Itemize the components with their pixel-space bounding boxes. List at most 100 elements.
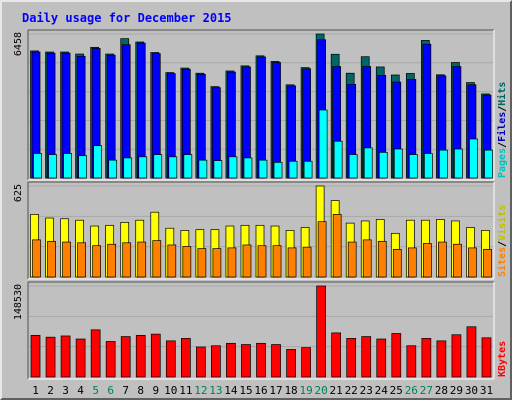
x-tick-label: 4 (77, 384, 84, 397)
bar-sites-day-12 (197, 248, 207, 278)
bar-pages-day-4 (78, 155, 87, 179)
bar-sites-day-20 (317, 221, 327, 278)
bar-sites-day-6 (107, 243, 117, 278)
bar-sites-day-17 (272, 245, 282, 278)
legend-entry: Files (496, 112, 508, 142)
bar-sites-day-8 (137, 241, 147, 278)
legend-visits: Sites/Visits (496, 205, 508, 277)
chart-title: Daily usage for December 2015 (22, 11, 232, 25)
x-tick-label: 3 (62, 384, 69, 397)
bar-sites-day-10 (167, 244, 177, 278)
bar-kbytes-day-2 (45, 336, 56, 378)
x-tick-label: 27 (420, 384, 433, 397)
x-tick-label: 7 (122, 384, 129, 397)
bar-pages-day-20 (318, 109, 328, 179)
bar-sites-day-30 (468, 247, 477, 278)
bar-pages-day-25 (393, 148, 403, 179)
bar-kbytes-day-30 (466, 326, 477, 378)
bar-pages-day-28 (439, 149, 448, 179)
x-tick-label: 6 (107, 384, 114, 397)
bar-pages-day-9 (153, 154, 163, 179)
bar-kbytes-day-19 (301, 347, 311, 378)
bar-sites-day-28 (438, 241, 447, 278)
bar-sites-day-9 (152, 240, 162, 278)
x-tick-label: 29 (450, 384, 463, 397)
x-tick-label: 25 (390, 384, 403, 397)
bar-sites-day-15 (242, 244, 252, 278)
bar-kbytes-day-4 (75, 338, 86, 378)
bar-sites-day-23 (362, 239, 372, 278)
x-tick-label: 12 (194, 384, 207, 397)
bar-files-day-17 (272, 62, 281, 179)
bar-pages-day-1 (33, 153, 42, 179)
x-tick-label: 14 (224, 384, 238, 397)
x-tick-label: 13 (209, 384, 222, 397)
bar-kbytes-day-16 (256, 342, 266, 378)
bar-pages-day-16 (258, 159, 268, 179)
bar-kbytes-day-12 (196, 346, 206, 378)
x-tick-label: 30 (465, 384, 478, 397)
bar-sites-day-1 (32, 239, 41, 278)
bar-sites-day-4 (77, 242, 86, 278)
bar-kbytes-day-20 (316, 285, 326, 378)
x-tick-label: 24 (375, 384, 389, 397)
legend-entry: Visits (496, 205, 508, 241)
bar-kbytes-day-23 (361, 336, 372, 378)
bar-kbytes-day-27 (421, 338, 432, 378)
bar-pages-day-11 (183, 154, 193, 179)
bar-pages-day-5 (93, 145, 102, 179)
x-tick-label: 16 (254, 384, 267, 397)
x-tick-label: 20 (315, 384, 328, 397)
bar-sites-day-31 (483, 248, 492, 278)
bar-pages-day-13 (213, 160, 223, 179)
bar-sites-day-25 (392, 248, 402, 278)
x-tick-label: 19 (299, 384, 312, 397)
bar-pages-day-22 (348, 154, 358, 179)
x-tick-label: 17 (269, 384, 282, 397)
bar-sites-day-18 (287, 247, 297, 278)
legend-entry: Sites (496, 247, 508, 277)
bar-kbytes-day-26 (406, 345, 417, 378)
bar-pages-day-15 (243, 157, 253, 179)
legend-entry: KBytes (497, 341, 508, 377)
bar-kbytes-day-24 (376, 338, 387, 378)
bar-sites-day-7 (122, 242, 132, 278)
bar-sites-day-13 (212, 248, 222, 278)
bar-sites-day-29 (453, 243, 462, 278)
bar-kbytes-day-9 (150, 333, 161, 378)
x-tick-label: 1 (32, 384, 39, 397)
legend-entry: Hits (496, 82, 508, 106)
x-tick-label: 2 (47, 384, 54, 397)
bar-pages-day-6 (108, 159, 118, 179)
x-tick-label: 21 (330, 384, 343, 397)
bar-pages-day-3 (63, 153, 72, 179)
x-tick-label: 10 (164, 384, 177, 397)
bar-pages-day-21 (333, 140, 343, 179)
x-tick-label: 23 (360, 384, 373, 397)
legend-entry: / (497, 241, 508, 247)
bar-kbytes-day-15 (241, 344, 251, 378)
bar-sites-day-27 (423, 243, 432, 278)
bar-pages-day-18 (288, 160, 298, 179)
bar-sites-day-21 (332, 214, 342, 278)
bar-pages-day-7 (123, 157, 133, 179)
legend-hits: Pages/Files/Hits (496, 82, 508, 178)
bar-sites-day-3 (62, 241, 71, 278)
bar-kbytes-day-25 (391, 333, 402, 378)
bar-kbytes-day-7 (120, 336, 131, 378)
bar-files-day-6 (106, 54, 116, 179)
x-tick-label: 18 (284, 384, 297, 397)
legend-kbytes: KBytes (497, 341, 508, 377)
bar-pages-day-8 (138, 156, 148, 179)
bar-kbytes-day-11 (180, 338, 191, 378)
x-tick-label: 5 (92, 384, 99, 397)
bar-kbytes-day-28 (436, 340, 447, 378)
bar-pages-day-2 (48, 154, 57, 179)
bar-pages-day-26 (408, 154, 418, 179)
bar-kbytes-day-22 (346, 338, 357, 378)
x-tick-label: 11 (179, 384, 192, 397)
bar-kbytes-day-21 (331, 332, 342, 378)
y-max-label: 625 (13, 184, 24, 202)
